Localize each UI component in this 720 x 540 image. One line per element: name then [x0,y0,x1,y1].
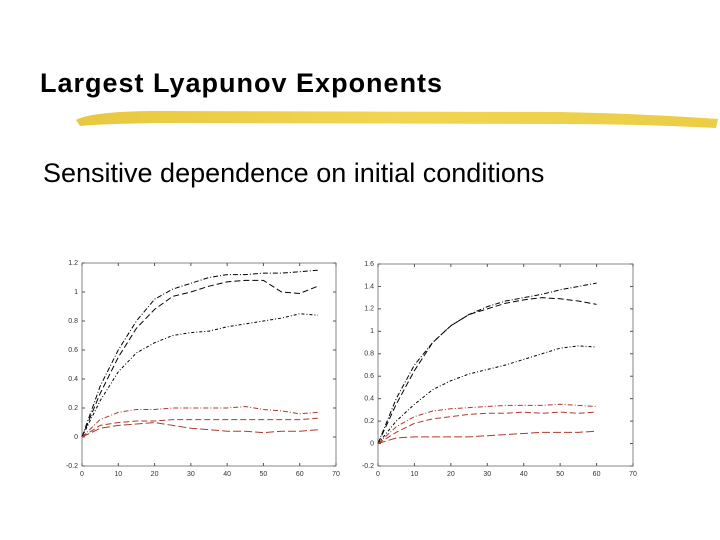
y-tick-label: 0 [74,434,78,441]
series-line [377,411,597,444]
slide-subtitle: Sensitive dependence on initial conditio… [43,158,545,188]
x-tick-label: 60 [593,471,601,478]
x-tick-label: 40 [520,471,528,478]
y-tick-label: 0.6 [364,373,374,380]
y-tick-label: 1 [370,328,374,335]
y-tick-label: 1.2 [364,306,374,313]
x-tick-label: 20 [151,471,159,478]
x-tick-label: 50 [260,471,268,478]
x-tick-label: 30 [187,471,195,478]
x-tick-label: 40 [223,471,231,478]
y-tick-label: 0.8 [364,351,374,358]
plot-frame [377,263,634,467]
x-tick-label: 10 [114,471,122,478]
y-tick-label: 0.4 [364,396,374,403]
series-line [81,279,319,438]
y-tick-label: 1 [74,289,78,296]
slide-title: Largest Lyapunov Exponents [40,68,444,98]
x-tick-label: 30 [483,471,491,478]
y-tick-label: 0.2 [68,405,78,412]
y-tick-label: 1.6 [364,261,374,268]
x-tick-label: 70 [332,471,340,478]
series-line [377,403,597,444]
y-tick-label: -0.2 [362,463,374,470]
series-line [377,430,597,445]
x-tick-label: 50 [556,471,564,478]
series-line [81,269,318,438]
y-tick-label: 0.4 [68,376,78,383]
series-line [377,282,597,444]
x-tick-label: 0 [376,471,380,478]
series-line [81,313,318,438]
series-line [377,297,597,444]
x-tick-label: 20 [447,471,455,478]
x-tick-label: 70 [629,471,637,478]
y-tick-label: 1.4 [364,283,374,290]
y-tick-label: 0.2 [364,418,374,425]
series-line [81,417,318,438]
plot-frame [81,262,337,467]
series-line [81,406,318,438]
y-tick-label: 0.6 [68,347,78,354]
y-tick-label: -0.2 [66,463,78,470]
title-underline [76,111,718,128]
y-tick-label: 1.2 [68,260,78,267]
series-line [81,421,318,438]
y-tick-label: 0.8 [68,318,78,325]
x-tick-label: 60 [296,471,304,478]
x-tick-label: 10 [411,471,419,478]
y-tick-label: 0 [370,440,374,447]
x-tick-label: 0 [80,471,84,478]
series-line [377,345,597,444]
